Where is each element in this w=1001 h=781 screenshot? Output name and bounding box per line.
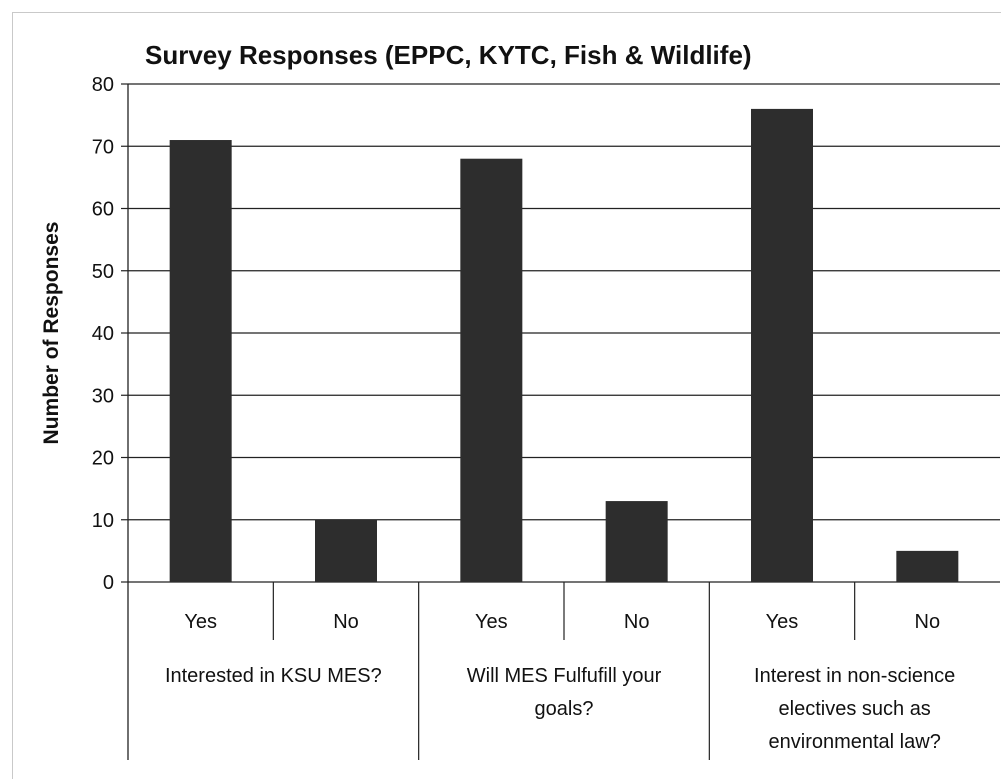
group-label: Interested in KSU MES?: [165, 665, 382, 687]
chart-title: Survey Responses (EPPC, KYTC, Fish & Wil…: [145, 40, 752, 70]
category-label: Yes: [766, 611, 799, 633]
bar: [169, 140, 232, 582]
group-label: Interest in non-science: [754, 665, 955, 687]
y-tick-label: 50: [92, 261, 114, 283]
y-tick-label: 70: [92, 136, 114, 158]
category-label: Yes: [184, 611, 217, 633]
y-tick-label: 20: [92, 448, 114, 470]
y-tick-label: 0: [103, 572, 114, 594]
y-tick-label: 60: [92, 199, 114, 221]
category-label: Yes: [475, 611, 508, 633]
group-label: environmental law?: [769, 731, 941, 753]
bar: [896, 550, 959, 582]
category-label: No: [624, 611, 650, 633]
bar: [460, 158, 523, 582]
group-label: electives such as: [779, 698, 931, 720]
group-label: Will MES Fulfufill your: [467, 665, 662, 687]
bar: [315, 519, 377, 582]
bar: [751, 108, 813, 583]
category-label: No: [915, 611, 941, 633]
bar: [605, 501, 668, 582]
y-tick-label: 30: [92, 385, 114, 407]
y-tick-label: 80: [92, 74, 114, 96]
y-tick-label: 40: [92, 323, 114, 345]
y-tick-label: 10: [92, 510, 114, 532]
category-label: No: [333, 611, 359, 633]
group-label: goals?: [535, 698, 594, 720]
chart-frame: [12, 12, 1001, 779]
